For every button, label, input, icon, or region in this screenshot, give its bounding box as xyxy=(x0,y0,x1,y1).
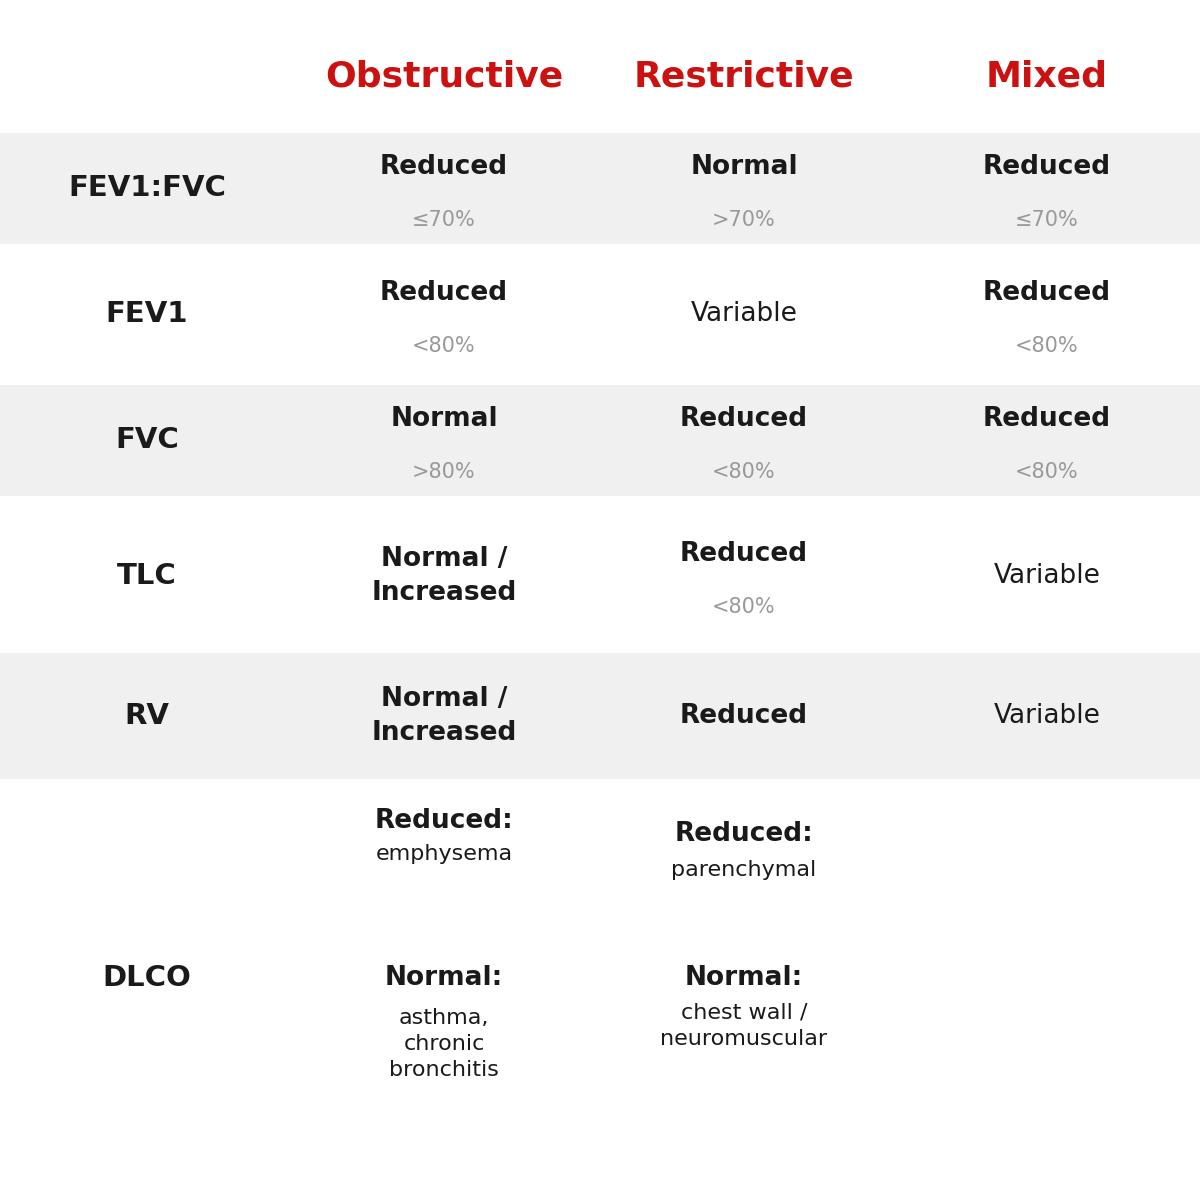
Text: >70%: >70% xyxy=(712,210,776,229)
Text: asthma,
chronic
bronchitis: asthma, chronic bronchitis xyxy=(389,1008,499,1080)
Text: Variable: Variable xyxy=(994,563,1100,589)
Text: ≤70%: ≤70% xyxy=(1015,210,1079,229)
Text: Reduced:: Reduced: xyxy=(674,821,814,847)
Text: Mixed: Mixed xyxy=(986,60,1108,94)
Text: <80%: <80% xyxy=(712,462,776,481)
Text: FEV1:FVC: FEV1:FVC xyxy=(68,174,226,203)
Text: Reduced: Reduced xyxy=(680,541,808,568)
Text: Reduced: Reduced xyxy=(380,154,508,180)
Text: Variable: Variable xyxy=(690,301,798,328)
Text: FVC: FVC xyxy=(115,426,179,455)
Text: Normal /
Increased: Normal / Increased xyxy=(371,546,517,606)
Text: Normal: Normal xyxy=(690,154,798,180)
Text: Obstructive: Obstructive xyxy=(325,60,563,94)
Text: <80%: <80% xyxy=(1015,336,1079,355)
Text: chest wall /
neuromuscular: chest wall / neuromuscular xyxy=(660,1003,828,1049)
Text: Normal /
Increased: Normal / Increased xyxy=(371,686,517,746)
Text: >80%: >80% xyxy=(412,462,476,481)
Bar xyxy=(0,133,1200,245)
Text: Restrictive: Restrictive xyxy=(634,60,854,94)
Text: Reduced: Reduced xyxy=(983,154,1111,180)
Text: Normal:: Normal: xyxy=(685,965,803,991)
Text: Reduced: Reduced xyxy=(983,280,1111,306)
Text: Variable: Variable xyxy=(994,703,1100,730)
Text: Normal: Normal xyxy=(390,406,498,432)
Text: parenchymal: parenchymal xyxy=(671,860,817,880)
Text: Reduced: Reduced xyxy=(983,406,1111,432)
Text: TLC: TLC xyxy=(118,562,176,590)
Text: emphysema: emphysema xyxy=(376,845,512,864)
Bar xyxy=(0,384,1200,496)
Text: FEV1: FEV1 xyxy=(106,300,188,329)
Text: Reduced: Reduced xyxy=(380,280,508,306)
Text: <80%: <80% xyxy=(412,336,476,355)
Bar xyxy=(0,259,1200,370)
Text: RV: RV xyxy=(125,702,169,731)
Text: Reduced: Reduced xyxy=(680,703,808,730)
Text: Reduced: Reduced xyxy=(680,406,808,432)
Text: ≤70%: ≤70% xyxy=(412,210,476,229)
Text: DLCO: DLCO xyxy=(102,964,192,992)
Bar xyxy=(0,653,1200,780)
Bar xyxy=(0,514,1200,638)
Text: Reduced:: Reduced: xyxy=(374,808,514,834)
Text: <80%: <80% xyxy=(712,598,776,617)
Text: <80%: <80% xyxy=(1015,462,1079,481)
Text: Normal:: Normal: xyxy=(385,965,503,991)
